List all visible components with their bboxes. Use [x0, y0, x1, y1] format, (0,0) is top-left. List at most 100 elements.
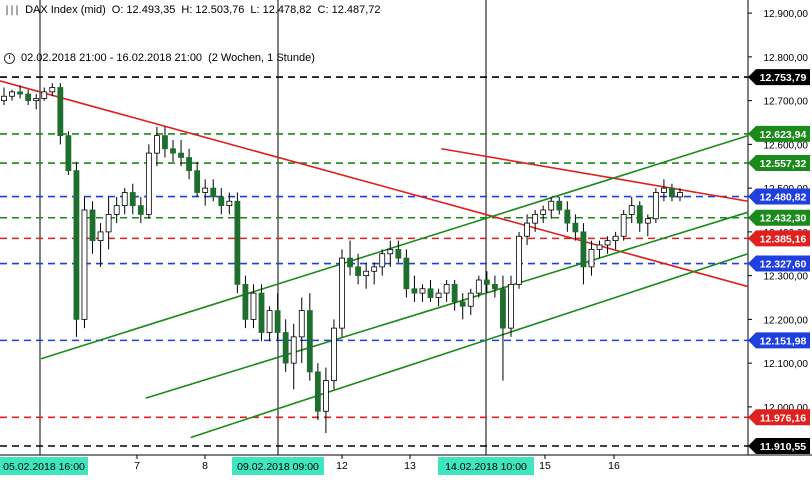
candle-up: [121, 192, 128, 207]
high-value: H: 12.503,76: [181, 4, 245, 16]
candle-down: [194, 170, 201, 193]
candle-up: [323, 380, 329, 412]
candle-down: [483, 279, 490, 285]
level-label-box: [748, 230, 810, 247]
instrument-header: ||| DAX Index (mid) O: 12.493,35 H: 12.503,…: [4, 4, 387, 16]
level-label: 12.151,98: [760, 335, 807, 347]
candle-up: [588, 248, 595, 268]
candle-up: [644, 218, 651, 224]
candle-down: [306, 310, 313, 373]
candle-up: [628, 205, 635, 215]
trendline: [0, 80, 749, 288]
trendline: [145, 211, 749, 399]
candle-down: [73, 170, 80, 320]
level-label-box: [748, 409, 810, 426]
level-label-box: [748, 125, 810, 142]
candle-down: [89, 209, 96, 242]
candle-up: [540, 209, 547, 215]
candle-down: [411, 288, 418, 294]
candle-up: [250, 292, 257, 320]
x-highlight-box: [438, 457, 534, 475]
candle-up: [612, 235, 619, 242]
candle-up: [33, 98, 40, 102]
candle-up: [363, 270, 370, 277]
level-label: 12.385,16: [760, 233, 807, 245]
candle-down: [282, 332, 289, 364]
level-label: 11.910,55: [760, 441, 806, 453]
candle-up: [443, 283, 450, 294]
y-tick-label: 12.800,00: [764, 53, 809, 64]
x-highlight-box: [0, 457, 88, 475]
candle-up: [9, 91, 15, 97]
candle-up: [620, 213, 627, 237]
candle-up: [419, 288, 426, 294]
level-label-box: [748, 188, 810, 205]
level-label: 12.623,94: [760, 129, 807, 141]
candle-down: [129, 192, 136, 207]
candle-up: [475, 279, 482, 294]
level-label: 12.753,79: [760, 72, 807, 84]
trendline: [40, 134, 749, 360]
candle-up: [604, 240, 611, 246]
x-highlight-label: 09.02.2018 09:00: [237, 461, 319, 473]
candle-down: [17, 91, 23, 95]
candle-down: [170, 148, 176, 154]
candle-down: [355, 266, 361, 277]
x-tick-label: 13: [404, 460, 416, 472]
candle-down: [564, 209, 571, 224]
candle-up: [290, 336, 297, 364]
instrument-name: DAX Index (mid): [25, 4, 106, 16]
candle-up: [661, 187, 667, 193]
y-tick-label: 12.100,00: [764, 359, 809, 370]
x-highlight-box: [232, 457, 324, 475]
low-value: L: 12.478,82: [250, 4, 312, 16]
trendline: [441, 147, 749, 203]
y-tick-label: 12.900,00: [764, 9, 809, 20]
candle-down: [403, 257, 410, 290]
level-label-box: [748, 209, 810, 226]
candle-down: [347, 257, 353, 268]
open-value: O: 12.493,35: [111, 4, 176, 16]
candle-down: [178, 152, 184, 158]
candle-up: [226, 200, 233, 207]
candle-up: [81, 209, 88, 320]
y-tick-label: 12.200,00: [764, 315, 809, 326]
candle-up: [154, 135, 160, 154]
candle-up: [548, 200, 555, 211]
y-tick-label: 12.300,00: [764, 272, 809, 283]
bars-icon: |||: [4, 5, 20, 16]
candle-down: [395, 248, 402, 259]
x-highlight-label: 14.02.2018 10:00: [445, 461, 527, 473]
candle-up: [202, 187, 209, 193]
candle-down: [572, 222, 579, 233]
period-header: 02.02.2018 21:00 - 16.02.2018 21:00 (2 Wo…: [4, 52, 321, 64]
candle-down: [580, 231, 587, 268]
candle-down: [669, 187, 675, 198]
level-label-box: [748, 255, 810, 272]
candle-down: [492, 283, 498, 290]
candle-up: [49, 87, 56, 93]
candle-up: [516, 235, 522, 285]
candle-down: [636, 205, 643, 224]
level-label-box: [748, 438, 810, 455]
candle-down: [500, 288, 506, 329]
level-label: 12.480,82: [760, 192, 807, 204]
candle-up: [97, 231, 104, 242]
candle-up: [339, 257, 345, 329]
candle-up: [266, 310, 273, 333]
clock-icon: [4, 52, 15, 64]
candle-up: [652, 192, 659, 220]
candle-up: [508, 283, 514, 329]
candle-up: [532, 213, 539, 224]
candle-up: [379, 253, 386, 268]
candle-down: [210, 187, 217, 198]
trendline: [190, 252, 749, 439]
candle-up: [298, 310, 305, 338]
y-tick-label: 12.700,00: [764, 97, 809, 108]
level-label: 12.557,32: [760, 158, 807, 170]
candle-down: [314, 371, 321, 412]
x-tick-label: 12: [336, 460, 348, 472]
close-value: C: 12.487,72: [317, 4, 381, 16]
candle-down: [234, 200, 241, 285]
